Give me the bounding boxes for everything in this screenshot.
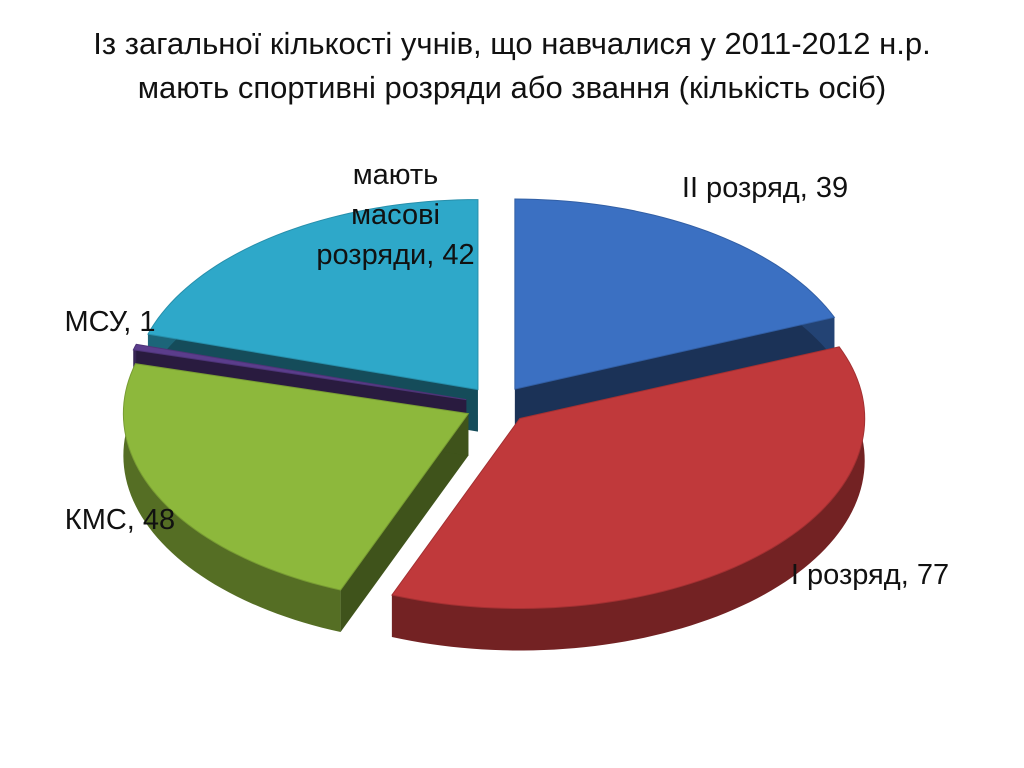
data-label: КМС, 48 bbox=[20, 500, 220, 540]
label-separator: , bbox=[426, 239, 435, 271]
pie-slice bbox=[147, 199, 479, 391]
pie-slice bbox=[514, 198, 836, 390]
label-separator: , bbox=[799, 172, 808, 204]
label-category: МСУ bbox=[64, 306, 124, 338]
data-label: мають масові розряди, 42 bbox=[313, 155, 478, 275]
data-label: II розряд, 39 bbox=[665, 168, 865, 208]
label-value: 39 bbox=[815, 172, 849, 204]
pie-slice bbox=[391, 346, 866, 610]
data-label: МСУ, 1 bbox=[10, 302, 210, 342]
pie-slice bbox=[132, 343, 467, 401]
label-value: 48 bbox=[142, 504, 176, 536]
data-label: I розряд, 77 bbox=[770, 555, 970, 595]
label-category: мають масові розряди bbox=[316, 159, 440, 271]
slice-side bbox=[123, 363, 341, 633]
label-category: II розряд bbox=[681, 172, 800, 204]
slice-side bbox=[391, 346, 865, 651]
slice-wall bbox=[340, 413, 469, 633]
label-category: I розряд bbox=[790, 559, 901, 591]
label-value: 1 bbox=[139, 306, 156, 338]
label-value: 77 bbox=[916, 559, 950, 591]
chart-title: Із загальної кількості учнів, що навчали… bbox=[93, 26, 931, 105]
label-separator: , bbox=[123, 306, 132, 338]
label-value: 42 bbox=[442, 239, 475, 271]
label-category: КМС bbox=[64, 504, 127, 536]
slice-group bbox=[391, 346, 866, 651]
slice-group bbox=[122, 363, 470, 633]
pie-slice bbox=[122, 363, 470, 591]
label-separator: , bbox=[900, 559, 909, 591]
label-separator: , bbox=[126, 504, 135, 536]
